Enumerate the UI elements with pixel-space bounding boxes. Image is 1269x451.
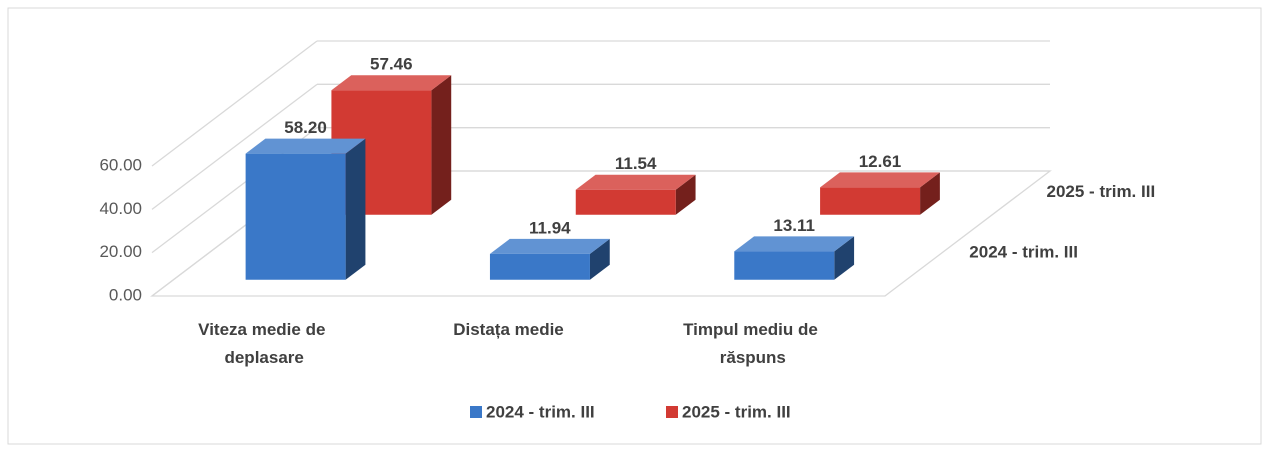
legend-swatch: [666, 406, 678, 418]
bar-side: [834, 236, 855, 280]
bar-top: [734, 236, 855, 252]
value-label: 12.61: [859, 152, 902, 171]
x-tick-label: Timpul mediu de răspuns: [683, 320, 822, 367]
bar-front: [820, 187, 921, 215]
value-label: 13.11: [773, 216, 815, 235]
bar: [820, 172, 940, 215]
bar-side: [431, 75, 452, 215]
bar-top: [575, 174, 696, 190]
value-label: 11.54: [615, 154, 657, 173]
bar-top: [331, 75, 452, 91]
bar-top: [489, 238, 610, 254]
bar-front: [734, 251, 835, 280]
bar-side: [345, 138, 366, 280]
bar-side: [589, 238, 610, 280]
x-tick-label: Distața medie: [453, 320, 564, 339]
series-axis-label: 2025 - trim. III: [1047, 182, 1156, 201]
series-axis-label: 2024 - trim. III: [969, 242, 1078, 261]
bar: [489, 238, 610, 280]
y-tick-label: 40.00: [99, 199, 142, 218]
value-label: 57.46: [370, 55, 413, 74]
bar-top: [245, 138, 366, 154]
y-tick-label: 0.00: [109, 285, 142, 304]
bar-front: [489, 253, 590, 280]
bar-side: [675, 174, 696, 215]
bar-front: [245, 153, 346, 280]
bar-front: [575, 189, 676, 215]
bar: [734, 236, 855, 280]
value-label: 58.20: [284, 118, 327, 137]
y-tick-label: 60.00: [99, 155, 142, 174]
y-tick-label: 20.00: [99, 242, 142, 261]
legend-label: 2025 - trim. III: [682, 402, 791, 421]
bar-side: [920, 172, 940, 215]
legend-label: 2024 - trim. III: [486, 402, 595, 421]
bar: [575, 174, 696, 215]
legend-swatch: [470, 406, 482, 418]
grid-line: [151, 40, 318, 167]
chart-frame: [7, 7, 1262, 445]
value-label: 11.94: [529, 218, 571, 237]
bar-top: [820, 172, 940, 188]
bar: [245, 138, 366, 280]
x-tick-label: Viteza medie de deplasare: [198, 320, 330, 367]
grid-line: [151, 83, 318, 210]
